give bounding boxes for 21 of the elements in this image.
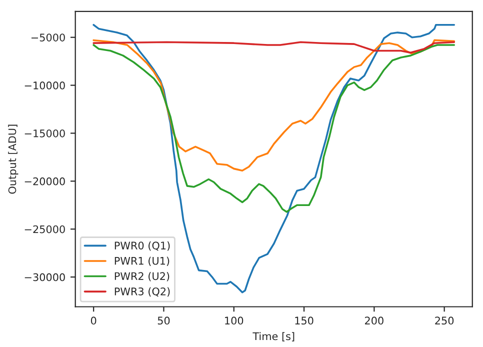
y-tick-label: −25000 [24, 225, 65, 234]
x-tick-label: 0 [90, 316, 96, 325]
x-tick-label: 150 [295, 316, 314, 325]
x-tick-label: 200 [364, 316, 384, 325]
legend-label: PWR0 (Q1) [114, 241, 170, 251]
y-tick-label: −15000 [24, 129, 65, 138]
line-series [92, 41, 456, 54]
legend-label: PWR1 (U1) [114, 256, 170, 266]
line-series [92, 39, 456, 172]
y-tick-label: −5000 [31, 34, 65, 42]
y-tick-label: −20000 [24, 177, 65, 186]
x-tick-label: 100 [225, 316, 244, 325]
x-axis-title: Time [s] [252, 332, 294, 342]
x-tick-label: 50 [158, 316, 170, 325]
y-tick-label: −10000 [24, 82, 65, 90]
legend-label: PWR2 (U2) [114, 272, 170, 282]
line-series [92, 44, 456, 213]
y-axis-title: Output [ADU] [8, 124, 18, 194]
legend-label: PWR3 (Q2) [114, 287, 170, 297]
y-tick-label: −30000 [24, 273, 65, 282]
x-tick-label: 250 [435, 316, 454, 325]
